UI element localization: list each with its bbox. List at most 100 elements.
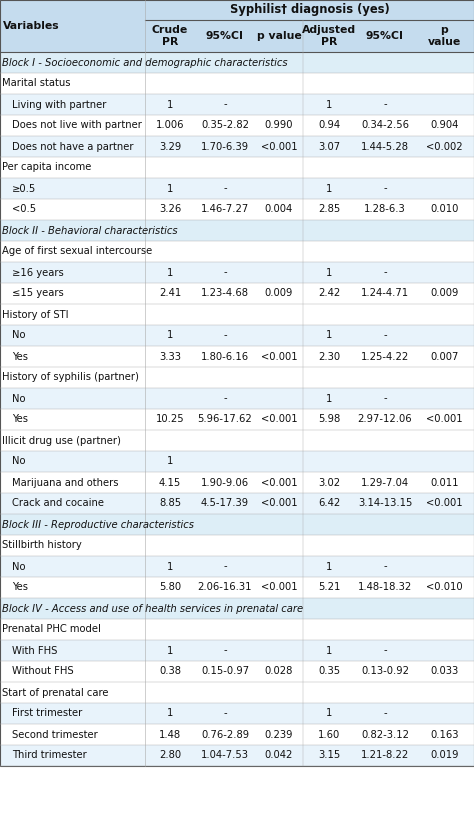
Text: 0.904: 0.904 xyxy=(430,120,459,130)
Text: Block IV - Access and use of health services in prenatal care: Block IV - Access and use of health serv… xyxy=(2,603,303,613)
Text: Does not have a partner: Does not have a partner xyxy=(12,141,134,151)
Text: 1.48-18.32: 1.48-18.32 xyxy=(358,582,412,592)
Bar xyxy=(0,262,474,283)
Text: p
value: p value xyxy=(428,25,461,47)
Text: 0.010: 0.010 xyxy=(430,204,459,214)
Text: Second trimester: Second trimester xyxy=(12,729,98,739)
Text: Third trimester: Third trimester xyxy=(12,750,87,760)
Text: 1: 1 xyxy=(167,330,173,340)
Text: <0.001: <0.001 xyxy=(261,351,297,361)
Text: 3.15: 3.15 xyxy=(318,750,340,760)
Text: 3.02: 3.02 xyxy=(318,477,340,487)
Bar xyxy=(0,52,474,73)
Text: 1.24-4.71: 1.24-4.71 xyxy=(361,288,409,298)
Text: 1: 1 xyxy=(167,99,173,109)
Text: -: - xyxy=(223,330,227,340)
Text: Start of prenatal care: Start of prenatal care xyxy=(2,687,109,697)
Text: <0.001: <0.001 xyxy=(261,582,297,592)
Text: 1.25-4.22: 1.25-4.22 xyxy=(361,351,409,361)
Text: 0.34-2.56: 0.34-2.56 xyxy=(361,120,409,130)
Text: Variables: Variables xyxy=(3,21,60,31)
Bar xyxy=(0,577,474,598)
Text: Yes: Yes xyxy=(12,582,28,592)
Text: Without FHS: Without FHS xyxy=(12,666,73,676)
Bar xyxy=(0,346,474,367)
Text: <0.001: <0.001 xyxy=(426,498,463,508)
Bar xyxy=(0,745,474,766)
Bar xyxy=(0,304,474,325)
Bar xyxy=(0,556,474,577)
Bar xyxy=(0,115,474,136)
Text: With FHS: With FHS xyxy=(12,645,57,655)
Text: Yes: Yes xyxy=(12,351,28,361)
Text: Illicit drug use (partner): Illicit drug use (partner) xyxy=(2,435,121,445)
Text: 4.5-17.39: 4.5-17.39 xyxy=(201,498,249,508)
Text: -: - xyxy=(383,330,387,340)
Text: 1: 1 xyxy=(167,561,173,571)
Text: -: - xyxy=(223,99,227,109)
Text: History of syphilis (partner): History of syphilis (partner) xyxy=(2,372,139,382)
Text: -: - xyxy=(383,708,387,718)
Bar xyxy=(0,178,474,199)
Text: 0.011: 0.011 xyxy=(430,477,459,487)
Bar xyxy=(0,682,474,703)
Bar xyxy=(0,451,474,472)
Text: Stillbirth history: Stillbirth history xyxy=(2,540,82,550)
Text: 3.14-13.15: 3.14-13.15 xyxy=(358,498,412,508)
Text: 5.96-17.62: 5.96-17.62 xyxy=(198,414,252,424)
Bar xyxy=(0,199,474,220)
Text: 3.26: 3.26 xyxy=(159,204,181,214)
Bar xyxy=(0,703,474,724)
Text: Living with partner: Living with partner xyxy=(12,99,106,109)
Text: -: - xyxy=(383,99,387,109)
Text: <0.001: <0.001 xyxy=(261,498,297,508)
Text: p value: p value xyxy=(256,31,301,41)
Text: No: No xyxy=(12,561,26,571)
Text: 0.019: 0.019 xyxy=(430,750,459,760)
Bar xyxy=(0,493,474,514)
Text: -: - xyxy=(223,393,227,403)
Text: Yes: Yes xyxy=(12,414,28,424)
Text: 1: 1 xyxy=(167,708,173,718)
Text: 1.48: 1.48 xyxy=(159,729,181,739)
Bar xyxy=(0,20,474,52)
Text: 1: 1 xyxy=(326,99,332,109)
Text: <0.002: <0.002 xyxy=(426,141,463,151)
Text: Syphilis† diagnosis (yes): Syphilis† diagnosis (yes) xyxy=(229,3,389,17)
Text: Crude
PR: Crude PR xyxy=(152,25,188,47)
Text: 1.28-6.3: 1.28-6.3 xyxy=(364,204,406,214)
Bar xyxy=(0,409,474,430)
Text: 2.41: 2.41 xyxy=(159,288,181,298)
Text: 0.042: 0.042 xyxy=(265,750,293,760)
Text: <0.010: <0.010 xyxy=(426,582,463,592)
Text: Crack and cocaine: Crack and cocaine xyxy=(12,498,104,508)
Text: 0.009: 0.009 xyxy=(430,288,459,298)
Text: 0.15-0.97: 0.15-0.97 xyxy=(201,666,249,676)
Text: -: - xyxy=(223,561,227,571)
Text: 1: 1 xyxy=(326,330,332,340)
Text: 1.04-7.53: 1.04-7.53 xyxy=(201,750,249,760)
Text: 1.70-6.39: 1.70-6.39 xyxy=(201,141,249,151)
Text: 0.35: 0.35 xyxy=(318,666,340,676)
Text: 1: 1 xyxy=(326,393,332,403)
Text: 1: 1 xyxy=(326,183,332,193)
Text: 0.990: 0.990 xyxy=(265,120,293,130)
Text: -: - xyxy=(223,183,227,193)
Text: ≥0.5: ≥0.5 xyxy=(12,183,36,193)
Text: Per capita income: Per capita income xyxy=(2,162,91,172)
Text: 0.94: 0.94 xyxy=(318,120,340,130)
Text: -: - xyxy=(383,183,387,193)
Text: <0.001: <0.001 xyxy=(261,141,297,151)
Text: 0.028: 0.028 xyxy=(265,666,293,676)
Text: First trimester: First trimester xyxy=(12,708,82,718)
Text: 1: 1 xyxy=(167,456,173,466)
Bar xyxy=(0,94,474,115)
Text: -: - xyxy=(223,267,227,277)
Bar xyxy=(0,325,474,346)
Bar xyxy=(0,0,474,20)
Text: 1: 1 xyxy=(167,183,173,193)
Text: 0.007: 0.007 xyxy=(430,351,459,361)
Text: <0.5: <0.5 xyxy=(12,204,36,214)
Text: <0.001: <0.001 xyxy=(426,414,463,424)
Text: 95%CI: 95%CI xyxy=(366,31,404,41)
